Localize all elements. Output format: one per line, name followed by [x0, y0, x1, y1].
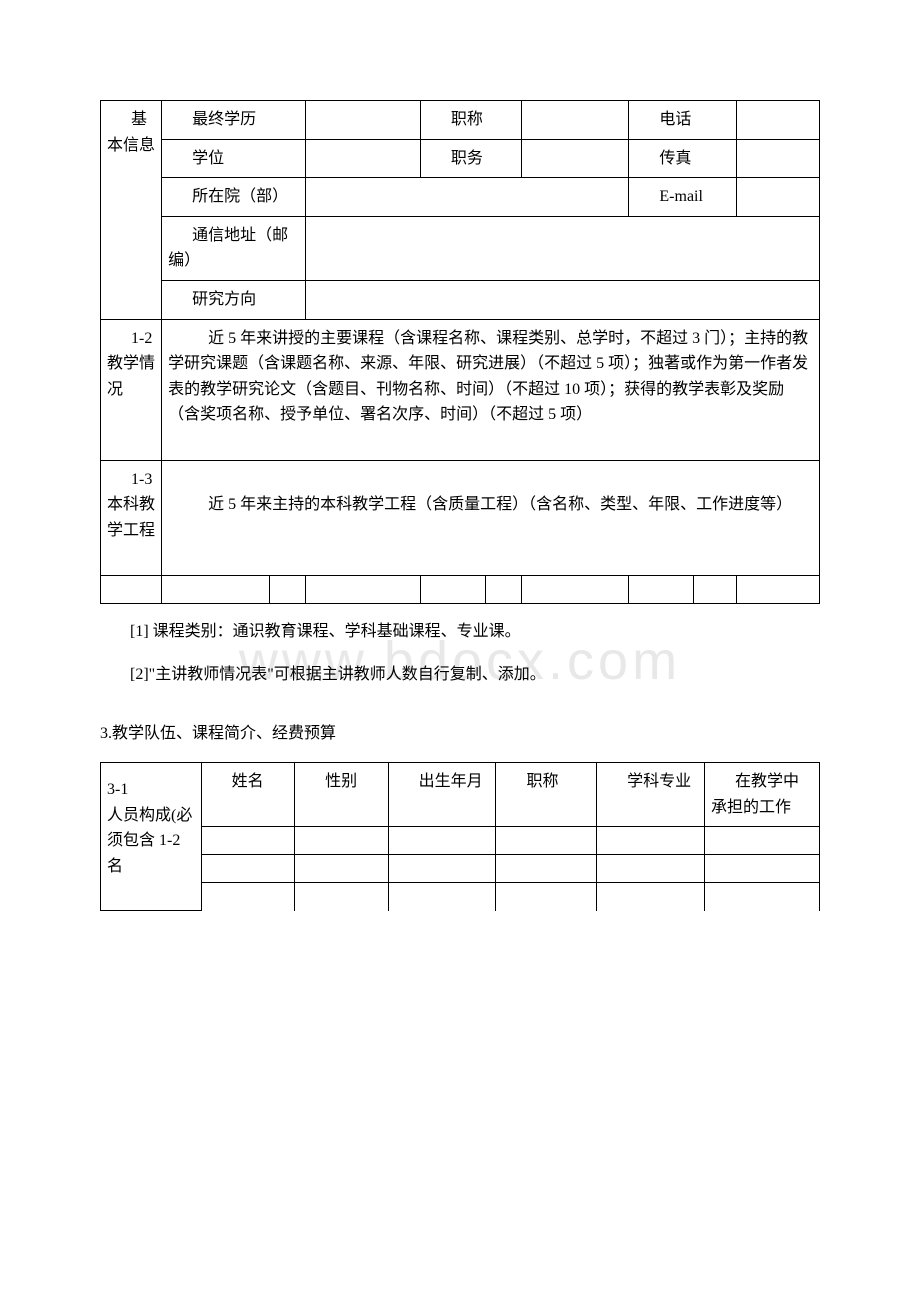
table-row — [201, 855, 294, 883]
cell-work-head: 在教学中承担的工作 — [704, 763, 819, 827]
cell-jobtitle-head: 职称 — [496, 763, 597, 827]
label-research: 研究方向 — [192, 291, 256, 308]
table-row — [201, 827, 294, 855]
table-row — [704, 855, 819, 883]
cell-major-head: 学科专业 — [597, 763, 705, 827]
empty-cell — [305, 575, 420, 603]
table-row — [704, 883, 819, 911]
empty-cell — [269, 575, 305, 603]
table-row — [496, 883, 597, 911]
cell-section-1-2-label: 1-2 教学情况 — [101, 319, 162, 460]
cell-name-head: 姓名 — [201, 763, 294, 827]
cell-3-1-label: 3-1 人员构成(必须包含 1-2 名 — [101, 763, 202, 911]
label-gender: 性别 — [325, 773, 357, 790]
note-2: [2]"主讲教师情况表"可根据主讲教师人数自行复制、添加。 — [130, 661, 820, 690]
label-dept: 所在院（部） — [192, 188, 288, 205]
label-basic-info: 基本信息 — [107, 111, 155, 154]
label-fax: 传真 — [659, 150, 691, 167]
cell-fax: 传真 — [629, 139, 737, 178]
empty-cell — [737, 575, 820, 603]
label-3-1: 3-1 人员构成(必须包含 1-2 名 — [107, 781, 192, 875]
form-table-2: 3-1 人员构成(必须包含 1-2 名 姓名 性别 出生年月 职称 学科专业 在… — [100, 762, 820, 911]
label-section-1-3: 1-3 本科教学工程 — [107, 471, 155, 539]
table-row — [295, 883, 388, 911]
empty-cell — [162, 575, 270, 603]
empty-cell — [101, 575, 162, 603]
value-final-edu — [305, 101, 420, 140]
table-row — [388, 855, 496, 883]
empty-cell — [629, 575, 694, 603]
cell-title: 职称 — [420, 101, 521, 140]
form-table-1-wrap: 基本信息 最终学历 职称 电话 学位 职务 传真 所在院（部） E-mail 通… — [100, 100, 820, 604]
cell-gender-head: 性别 — [295, 763, 388, 827]
table-row — [496, 827, 597, 855]
label-phone: 电话 — [659, 111, 691, 128]
value-degree — [305, 139, 420, 178]
label-final-edu: 最终学历 — [192, 111, 256, 128]
label-major: 学科专业 — [627, 773, 691, 790]
text-section-1-3: 近 5 年来主持的本科教学工程（含质量工程）（含名称、类型、年限、工作进度等） — [208, 496, 792, 513]
table-row — [295, 827, 388, 855]
cell-position: 职务 — [420, 139, 521, 178]
value-fax — [737, 139, 820, 178]
cell-birth-head: 出生年月 — [388, 763, 496, 827]
section-3-title: 3.教学队伍、课程简介、经费预算 — [100, 720, 820, 749]
label-title: 职称 — [451, 111, 483, 128]
value-email — [737, 178, 820, 217]
label-name: 姓名 — [232, 773, 264, 790]
note-1: [1] 课程类别：通识教育课程、学科基础课程、专业课。 — [130, 618, 820, 647]
label-birth: 出生年月 — [419, 773, 483, 790]
label-position: 职务 — [451, 150, 483, 167]
value-dept — [305, 178, 629, 217]
value-address — [305, 216, 819, 280]
cell-dept: 所在院（部） — [162, 178, 306, 217]
cell-email: E-mail — [629, 178, 737, 217]
form-table-2-wrap: 3-1 人员构成(必须包含 1-2 名 姓名 性别 出生年月 职称 学科专业 在… — [100, 762, 820, 911]
cell-basic-info: 基本信息 — [101, 101, 162, 320]
text-section-1-2: 近 5 年来讲授的主要课程（含课程名称、课程类别、总学时，不超过 3 门）；主持… — [168, 330, 808, 424]
value-phone — [737, 101, 820, 140]
empty-cell — [420, 575, 485, 603]
empty-cell — [521, 575, 629, 603]
table-row — [597, 855, 705, 883]
cell-phone: 电话 — [629, 101, 737, 140]
cell-research: 研究方向 — [162, 280, 306, 319]
cell-final-edu: 最终学历 — [162, 101, 306, 140]
value-title — [521, 101, 629, 140]
label-email: E-mail — [659, 188, 703, 205]
cell-address: 通信地址（邮编） — [162, 216, 306, 280]
table-row — [597, 883, 705, 911]
table-row — [597, 827, 705, 855]
table-row — [496, 855, 597, 883]
label-address: 通信地址（邮编） — [168, 227, 288, 270]
table-row — [388, 883, 496, 911]
table-row — [704, 827, 819, 855]
cell-degree: 学位 — [162, 139, 306, 178]
table-row — [201, 883, 294, 911]
cell-section-1-2-body: 近 5 年来讲授的主要课程（含课程名称、课程类别、总学时，不超过 3 门）；主持… — [162, 319, 820, 460]
label-section-1-2: 1-2 教学情况 — [107, 330, 155, 398]
table-row — [295, 855, 388, 883]
value-research — [305, 280, 819, 319]
cell-section-1-3-label: 1-3 本科教学工程 — [101, 460, 162, 575]
label-jobtitle: 职称 — [526, 773, 558, 790]
form-table-1: 基本信息 最终学历 职称 电话 学位 职务 传真 所在院（部） E-mail 通… — [100, 100, 820, 604]
table-row — [388, 827, 496, 855]
label-degree: 学位 — [192, 150, 224, 167]
value-position — [521, 139, 629, 178]
empty-cell — [694, 575, 737, 603]
cell-section-1-3-body: 近 5 年来主持的本科教学工程（含质量工程）（含名称、类型、年限、工作进度等） — [162, 460, 820, 575]
empty-cell — [485, 575, 521, 603]
label-work: 在教学中承担的工作 — [711, 773, 799, 816]
